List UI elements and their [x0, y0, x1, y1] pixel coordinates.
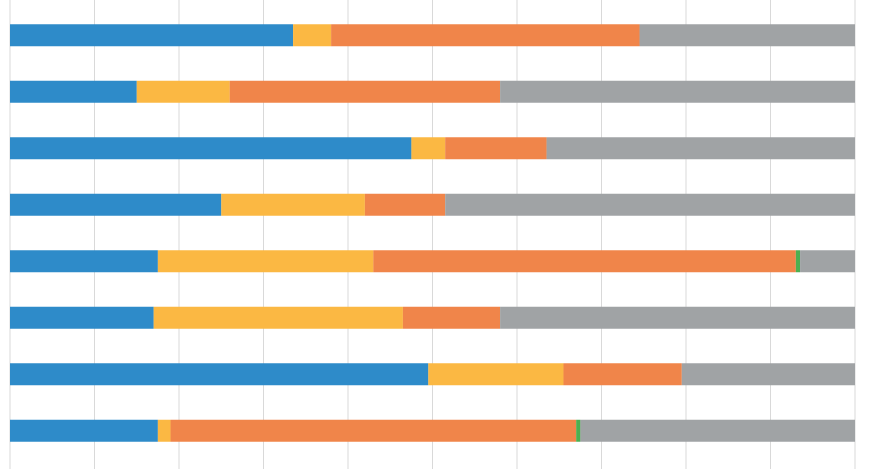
bar-segment	[157, 419, 171, 442]
bar-segment	[546, 137, 855, 160]
bar-segment	[10, 363, 429, 386]
bar-segment	[800, 250, 855, 273]
bar-segment	[445, 137, 547, 160]
bar-segment	[580, 419, 855, 442]
bar-segment	[10, 419, 158, 442]
bar-segment	[10, 137, 412, 160]
bar-segment	[153, 306, 403, 329]
bar-segment	[170, 419, 577, 442]
bar-segment	[795, 250, 801, 273]
bar-segment	[10, 80, 137, 103]
bar-segment	[221, 193, 365, 216]
bar-segment	[10, 24, 294, 47]
bar-segment	[411, 137, 446, 160]
bar-segment	[563, 363, 682, 386]
bar-segment	[373, 250, 796, 273]
bar-segment	[331, 24, 640, 47]
bar-segment	[364, 193, 446, 216]
bar-segment	[428, 363, 564, 386]
bar-segment	[500, 306, 855, 329]
bar-segment	[229, 80, 501, 103]
bar-segment	[293, 24, 332, 47]
bar-segment	[402, 306, 501, 329]
bar-segment	[576, 419, 581, 442]
bar-segment	[500, 80, 855, 103]
bar-segment	[639, 24, 855, 47]
bar-segment	[157, 250, 374, 273]
bar-segment	[136, 80, 230, 103]
bar-segment	[10, 193, 222, 216]
bar-segment	[681, 363, 855, 386]
bar-segment	[445, 193, 855, 216]
bar-segment	[10, 250, 158, 273]
bar-segment	[10, 306, 154, 329]
